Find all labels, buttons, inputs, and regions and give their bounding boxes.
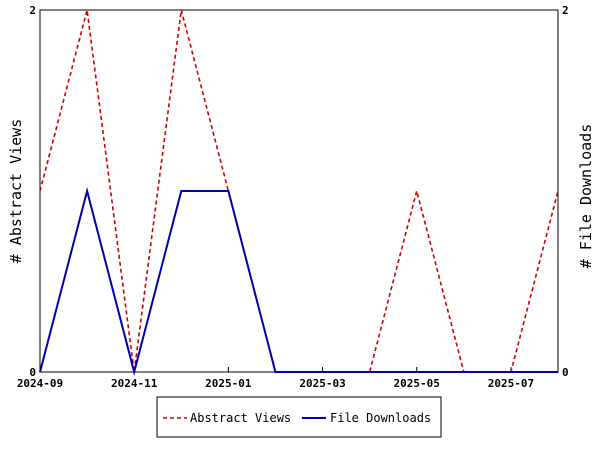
legend-label-file-downloads: File Downloads [330,411,431,425]
y-axis-left-label: # Abstract Views [7,119,25,264]
series-layer [39,9,559,376]
legend: Abstract Views File Downloads [156,396,442,438]
axis-ticks: 2024-09 2024-11 2025-01 2025-03 2025-05 2025-… [17,4,569,390]
y-right-tick-label: 0 [562,366,569,379]
y-axis-right-label: # File Downloads [577,124,595,269]
plot-area [39,9,559,373]
y-left-tick-label: 0 [29,366,36,379]
series-line-file-downloads [39,187,558,376]
y-right-tick-label: 2 [562,4,569,17]
series-line-abstract-views [39,9,559,373]
x-tick-label: 2025-03 [299,377,345,390]
x-tick-label: 2025-01 [205,377,252,390]
x-tick-label: 2024-11 [111,377,158,390]
legend-label-abstract-views: Abstract Views [190,411,291,425]
x-tick-label: 2024-09 [17,377,63,390]
x-tick-label: 2025-07 [488,377,534,390]
legend-box [156,396,442,438]
x-tick-label: 2025-05 [394,377,440,390]
y-left-tick-label: 2 [29,4,36,17]
